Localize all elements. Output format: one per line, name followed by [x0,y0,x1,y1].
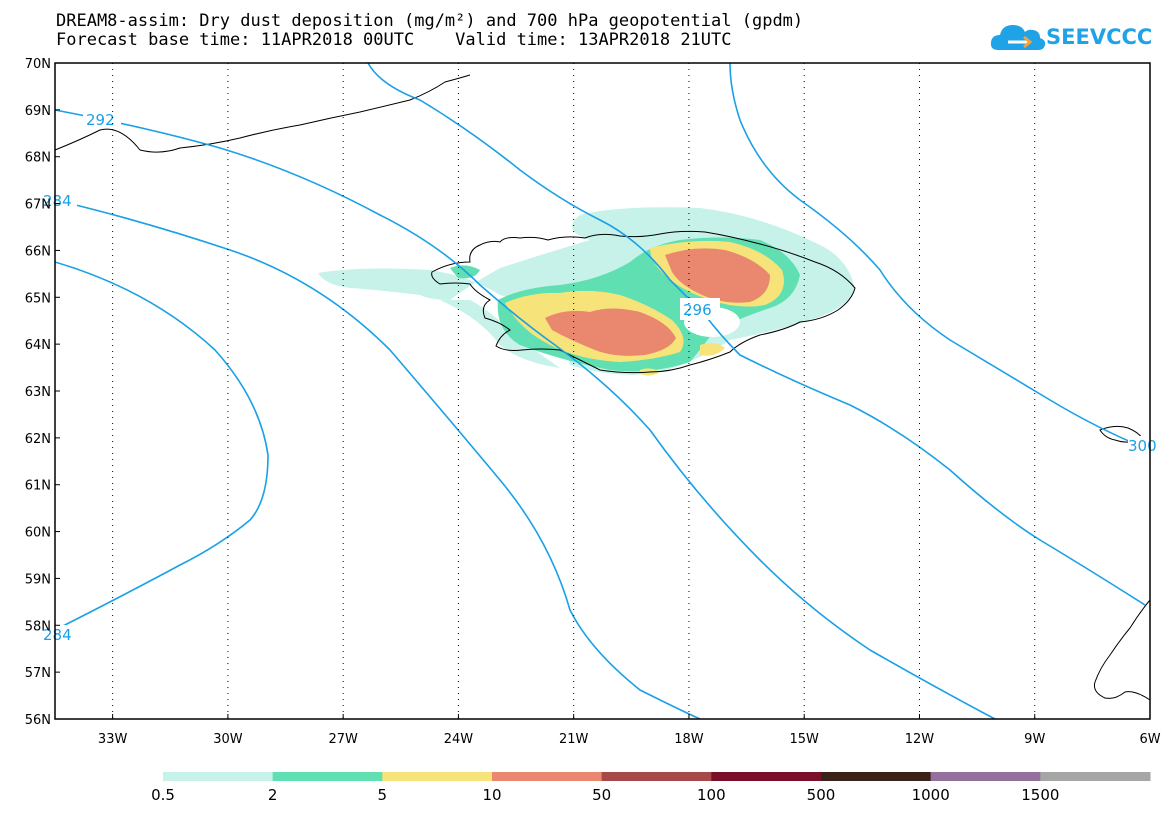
latitude-tick-label: 60N [25,526,51,541]
legend-label: 500 [807,786,836,804]
greenland-coastline [54,74,471,153]
longitude-tick-label: 24W [444,732,474,747]
latitude-tick-label: 65N [25,291,51,306]
legend-color-swatch [601,772,712,781]
latitude-tick-label: 64N [25,338,51,353]
coastlines [54,74,1151,701]
map-title: DREAM8-assim: Dry dust deposition (mg/m²… [56,11,804,31]
color-legend: 0.5 2 5 10 50 100 500 1000 1500 [151,772,1151,804]
latitude-tick-label: 63N [25,385,51,400]
legend-color-swatch [821,772,932,781]
contour-labels: 292 284 296 284 300 [43,108,1157,644]
contour-line-284 [54,261,269,631]
latitude-tick-label: 56N [25,713,51,728]
contour-label: 292 [86,111,115,129]
longitude-tick-label: 12W [905,732,935,747]
legend-label: 2 [268,786,278,804]
longitude-tick-label: 33W [98,732,128,747]
legend-label: 10 [482,786,501,804]
legend-color-swatch [272,772,383,781]
dust-area-orange-west [545,308,676,356]
legend-label: 100 [697,786,726,804]
logo-wordmark: SEEVCCC [1046,25,1153,49]
dust-area-light-southwest [440,300,560,368]
longitude-tick-label: 9W [1024,732,1045,747]
latitude-tick-label: 61N [25,479,51,494]
dust-deposition-shading [318,207,855,376]
seevccc-logo: SEEVCCC [990,20,1152,60]
longitude-tick-label: 6W [1139,732,1160,747]
iceland-coastline [431,230,856,374]
latitude-tick-label: 68N [25,151,51,166]
legend-label: 1500 [1021,786,1059,804]
contour-line-288 [54,199,701,720]
legend-color-swatch [930,772,1041,781]
latitude-tick-label: 67N [25,198,51,213]
scotland-coastline [1094,599,1151,701]
gridlines [112,63,1036,719]
longitude-labels: 33W 30W 27W 24W 21W 18W 15W 12W 9W 6W [98,714,1161,747]
latitude-tick-label: 58N [25,619,51,634]
contour-label: 284 [43,192,72,210]
legend-color-swatch [382,772,493,781]
geopotential-contours [54,62,1151,720]
dust-area-yellow-spot [589,300,605,310]
contour-label: 300 [1128,437,1157,455]
legend-color-swatch [711,772,822,781]
contour-line-300 [729,62,1151,451]
latitude-tick-label: 57N [25,666,51,681]
latitude-tick-label: 62N [25,432,51,447]
contour-line-292 [54,109,996,720]
latitude-tick-label: 59N [25,572,51,587]
longitude-tick-label: 30W [213,732,243,747]
cloud-icon [990,25,1046,50]
longitude-tick-label: 21W [559,732,589,747]
legend-color-swatch [1040,772,1151,781]
dust-area-yellow-south [700,343,725,356]
contour-label: 284 [43,626,72,644]
legend-label: 1000 [912,786,950,804]
legend-label: 0.5 [151,786,175,804]
legend-label: 50 [592,786,611,804]
legend-color-swatch [492,772,603,781]
map-subtitle: Forecast base time: 11APR2018 00UTC Vali… [56,30,732,50]
latitude-tick-label: 69N [25,104,51,119]
legend-color-swatch [163,772,274,781]
longitude-tick-label: 18W [674,732,704,747]
longitude-tick-label: 27W [328,732,358,747]
latitude-tick-label: 66N [25,244,51,259]
latitude-tick-label: 70N [25,57,51,72]
contour-label: 296 [683,301,712,319]
legend-label: 5 [378,786,388,804]
map-frame-background [55,63,1150,719]
latitude-labels: 70N 69N 68N 67N 66N 65N 64N 63N 62N 61N 60N 59N 58N 5… [25,57,60,728]
longitude-tick-label: 15W [790,732,820,747]
dust-area-orange-east [665,248,770,303]
